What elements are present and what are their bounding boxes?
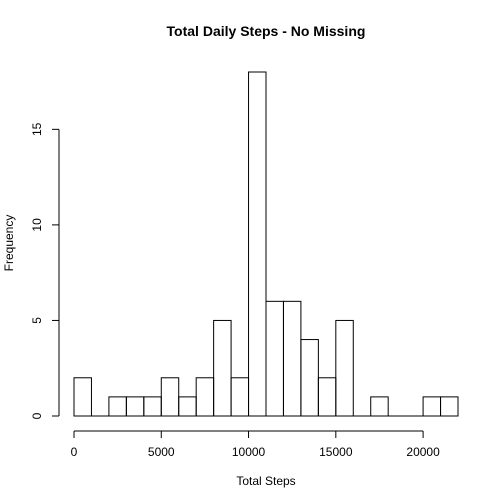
histogram-bar	[125, 396, 145, 417]
histogram-bar	[213, 319, 232, 417]
histogram-bar	[195, 377, 215, 417]
chart-title: Total Daily Steps - No Missing	[167, 23, 366, 39]
histogram-bar	[248, 71, 267, 417]
y-tick-label: 10	[30, 218, 44, 232]
histogram-bar	[178, 396, 197, 417]
histogram-bar	[108, 396, 127, 417]
x-tick-label: 20000	[406, 445, 440, 459]
histogram-bar	[143, 396, 162, 417]
histogram-bar	[265, 300, 284, 417]
y-tick-label: 5	[30, 317, 44, 324]
histogram-bar	[73, 377, 92, 417]
histogram-bar	[370, 396, 389, 417]
x-axis-label: Total Steps	[236, 474, 295, 488]
x-tick-label: 5000	[148, 445, 175, 459]
x-tick-label: 15000	[319, 445, 353, 459]
histogram-bar	[300, 339, 319, 417]
histogram-bar	[440, 396, 459, 417]
histogram-bar	[335, 319, 354, 417]
y-tick-label: 0	[30, 412, 44, 419]
y-tick-label: 15	[30, 122, 44, 136]
histogram-bar	[422, 396, 442, 417]
x-tick-label: 0	[71, 445, 78, 459]
histogram-bar	[230, 377, 250, 417]
x-tick-label: 10000	[232, 445, 266, 459]
bars-group	[73, 71, 459, 417]
histogram-bar	[160, 377, 180, 417]
histogram-bar	[317, 377, 337, 417]
histogram-bar	[282, 300, 302, 417]
y-axis: 0 5 10 15	[30, 122, 60, 419]
x-axis: 0 5000 10000 15000 20000	[71, 430, 440, 459]
y-axis-label: Frequency	[2, 215, 16, 272]
